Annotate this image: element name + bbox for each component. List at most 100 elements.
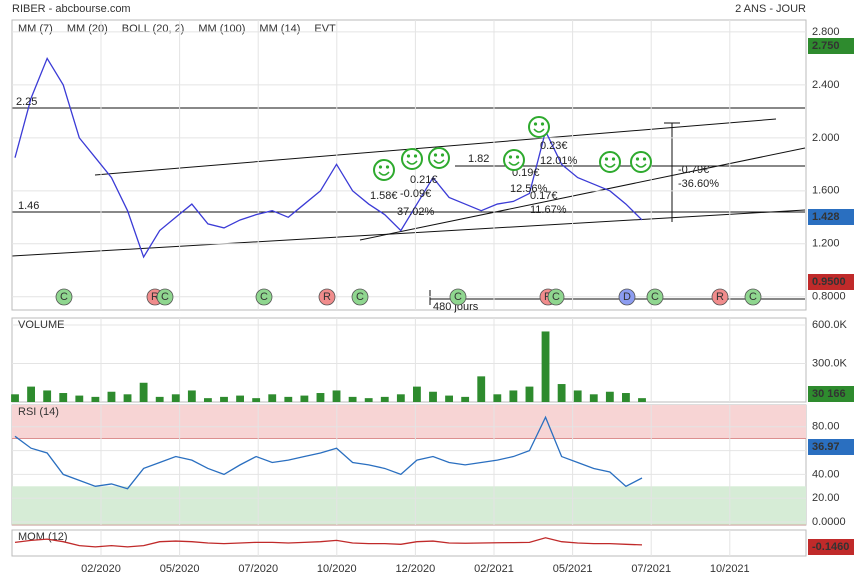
- bar: [43, 390, 52, 402]
- line: [14, 415, 643, 490]
- badge-label: 36.97: [812, 441, 840, 453]
- signal: [318, 288, 336, 306]
- smiley: [401, 148, 423, 170]
- bar: [59, 393, 68, 402]
- bar: [396, 394, 405, 402]
- smiley-eye: [540, 122, 545, 126]
- bar: [380, 396, 389, 402]
- smiley-face: [428, 147, 450, 169]
- annotation: 37.02%: [397, 206, 435, 218]
- smiley-eye: [604, 157, 609, 161]
- y-tick-label: 40.00: [812, 468, 840, 480]
- smiley-eye: [533, 122, 538, 126]
- legend-entry: MM (100): [198, 23, 245, 35]
- annotation: 0.19€: [512, 167, 540, 179]
- annotation: 12.56%: [510, 183, 548, 195]
- smiley-face: [503, 149, 525, 171]
- badge: [808, 209, 854, 225]
- signal: [618, 288, 636, 306]
- bar: [316, 393, 325, 402]
- smiley-eye: [378, 165, 383, 169]
- zone: [12, 486, 806, 525]
- smiley-mouth: [406, 160, 418, 165]
- badge-label: 30 166: [812, 388, 846, 400]
- bar: [364, 398, 373, 402]
- legend-entry: MM (14): [259, 23, 300, 35]
- legend-entry: BOLL (20, 2): [122, 23, 185, 35]
- smiley-face: [630, 151, 652, 173]
- x-tick-label: 05/2021: [553, 563, 593, 575]
- badge: [808, 386, 854, 402]
- signal-label: R: [323, 291, 331, 303]
- smiley-face: [401, 148, 423, 170]
- smiley-eye: [635, 157, 640, 161]
- annotation: 1.58€: [370, 190, 398, 202]
- y-tick-label: 2.000: [812, 132, 840, 144]
- annotation: 0.17€: [530, 190, 558, 202]
- y-tick-label: 2.400: [812, 79, 840, 91]
- signal-label: C: [161, 291, 169, 303]
- smiley-eye: [611, 157, 616, 161]
- y-tick-label: 80.00: [812, 421, 840, 433]
- bar: [27, 386, 35, 402]
- panel-title: VOLUME: [18, 319, 64, 331]
- smiley: [528, 116, 550, 138]
- smiley-eye: [413, 154, 418, 158]
- bar: [236, 395, 244, 402]
- smiley-face: [373, 159, 395, 181]
- bar: [300, 395, 309, 402]
- annotation: 1.82: [468, 153, 489, 165]
- bar: [477, 376, 486, 402]
- smiley: [503, 149, 525, 171]
- smiley-face: [599, 151, 621, 173]
- bar: [11, 394, 19, 402]
- signal-label: C: [552, 291, 560, 303]
- smiley-mouth: [635, 163, 647, 168]
- bar: [155, 396, 164, 402]
- y-tick-label: 0.8000: [812, 291, 846, 303]
- smiley-eye: [433, 153, 438, 157]
- x-tick-label: 02/2020: [81, 563, 121, 575]
- badge: [808, 38, 854, 54]
- annotation: 1.46: [18, 200, 39, 212]
- x-tick-label: 10/2020: [317, 563, 357, 575]
- annotation: 11.67%: [530, 204, 567, 216]
- bar: [220, 396, 228, 402]
- bar: [252, 398, 261, 402]
- annotation: -0.79€: [678, 164, 709, 176]
- y-tick-label: 2.800: [812, 26, 840, 38]
- y-tick-label: 1.600: [812, 185, 840, 197]
- bar: [461, 396, 470, 402]
- smiley-eye: [642, 157, 647, 161]
- smiley-mouth: [378, 171, 390, 176]
- smiley-mouth: [508, 161, 520, 166]
- smiley-eye: [406, 154, 411, 158]
- legend-entry: EVT: [314, 23, 336, 35]
- y-tick-label: 0.0000: [812, 516, 846, 528]
- bar: [204, 398, 212, 402]
- y-tick-label: 600.0K: [812, 319, 848, 331]
- badge: [808, 539, 854, 555]
- panel-frame: [11, 529, 807, 557]
- bar: [332, 390, 341, 402]
- signal: [547, 288, 565, 306]
- bar: [557, 384, 566, 402]
- annotation: -36.60%: [678, 178, 719, 190]
- bar: [638, 398, 646, 402]
- signal: [156, 288, 174, 306]
- smiley-eye: [508, 155, 513, 159]
- bar: [413, 386, 421, 402]
- signal: [255, 288, 273, 306]
- panel-frame: [11, 317, 807, 403]
- bar: [605, 391, 614, 402]
- bar: [348, 396, 357, 402]
- signal-label: R: [716, 291, 724, 303]
- x-tick-label: 07/2021: [631, 563, 671, 575]
- smiley-eye: [385, 165, 390, 169]
- annotation: 2.25: [16, 96, 37, 108]
- bar: [493, 394, 502, 402]
- signal-label: R: [151, 291, 159, 303]
- panel-title: RSI (14): [18, 406, 59, 418]
